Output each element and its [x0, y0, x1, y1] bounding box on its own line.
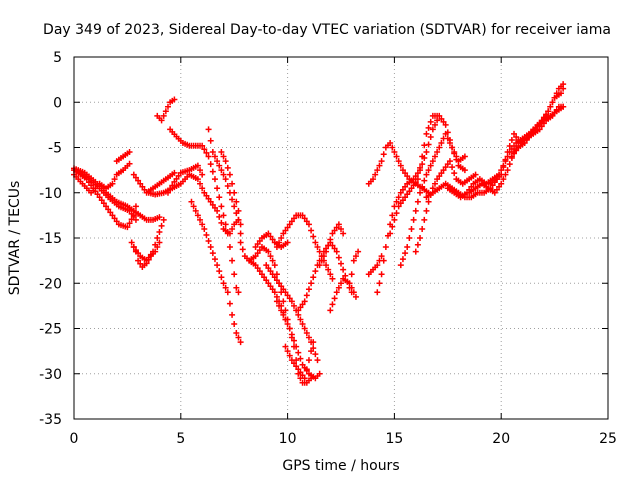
data-points — [71, 81, 567, 386]
data-series — [444, 171, 503, 201]
y-tick-label: -25 — [39, 322, 62, 338]
data-series — [327, 275, 359, 314]
y-tick-label: -35 — [39, 412, 62, 428]
y-tick-label: 5 — [53, 50, 62, 66]
data-series — [387, 112, 468, 237]
data-series — [498, 103, 567, 178]
data-series — [365, 253, 385, 278]
y-tick-label: -5 — [48, 141, 62, 157]
data-series — [348, 248, 362, 278]
y-tick-label: 0 — [53, 95, 62, 111]
data-series — [282, 339, 317, 382]
data-series — [316, 221, 347, 269]
data-series — [71, 167, 139, 231]
x-tick-label: 20 — [492, 431, 510, 447]
x-tick-label: 10 — [279, 431, 297, 447]
data-series — [374, 117, 441, 296]
data-series — [412, 158, 479, 255]
tick-labels: 0 5 10 15 20 25 5 0 -5 -10 -15 -20 -25 -30 -35 — [39, 50, 617, 447]
data-series — [164, 162, 206, 196]
y-tick-label: -10 — [39, 186, 62, 202]
x-tick-label: 0 — [70, 431, 79, 447]
data-series — [218, 149, 244, 228]
data-series — [73, 167, 139, 223]
data-series — [113, 149, 133, 165]
chart-title: Day 349 of 2023, Sidereal Day-to-day VTE… — [43, 22, 611, 38]
x-axis-label: GPS time / hours — [282, 458, 399, 474]
x-tick-label: 25 — [599, 431, 617, 447]
y-tick-label: -15 — [39, 231, 62, 247]
data-series — [188, 198, 244, 346]
x-tick-label: 5 — [176, 431, 185, 447]
x-tick-label: 15 — [385, 431, 403, 447]
data-series — [295, 239, 355, 314]
y-axis-label: SDTVAR / TECUs — [7, 181, 23, 296]
data-series — [154, 96, 178, 124]
data-series — [263, 262, 321, 364]
plot-frame — [73, 56, 609, 420]
data-series — [246, 244, 315, 386]
data-series — [397, 130, 468, 269]
data-series — [130, 216, 167, 264]
y-tick-label: -20 — [39, 276, 62, 292]
data-series — [252, 230, 291, 251]
y-tick-label: -30 — [39, 367, 62, 383]
grid — [74, 57, 608, 419]
data-series — [508, 103, 567, 160]
data-series — [167, 126, 242, 296]
data-series — [205, 126, 244, 237]
